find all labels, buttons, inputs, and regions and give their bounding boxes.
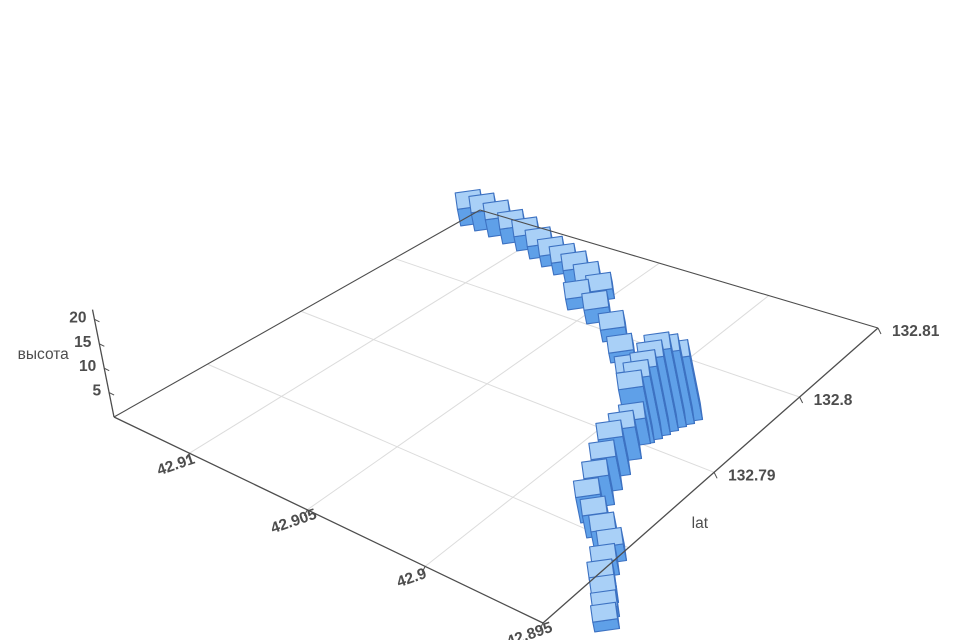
svg-text:10: 10 <box>79 358 96 375</box>
svg-text:132.81: 132.81 <box>892 323 940 340</box>
svg-text:15: 15 <box>74 334 92 351</box>
svg-text:lat: lat <box>692 515 709 532</box>
svg-text:132.79: 132.79 <box>728 467 776 484</box>
svg-text:5: 5 <box>92 383 101 400</box>
svg-text:высота: высота <box>18 346 70 363</box>
svg-text:20: 20 <box>69 309 86 326</box>
svg-text:132.8: 132.8 <box>814 392 853 409</box>
